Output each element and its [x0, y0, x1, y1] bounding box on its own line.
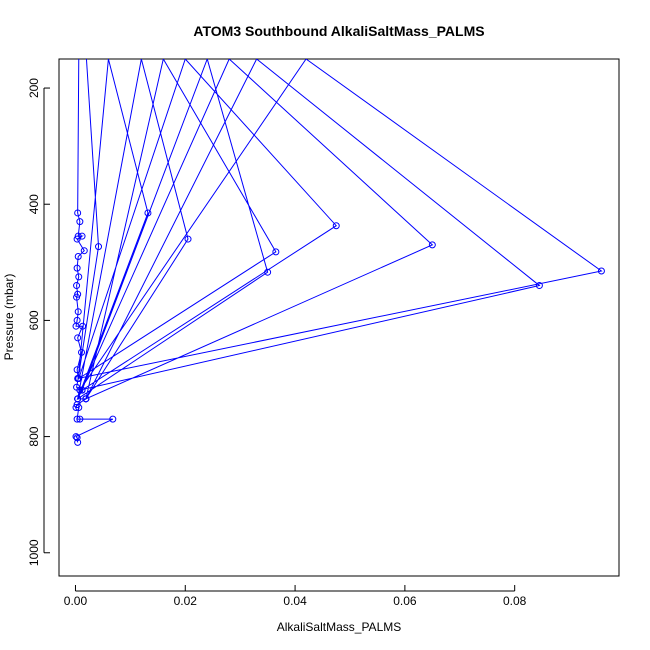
data-point	[74, 209, 82, 217]
x-axis-label: AlkaliSaltMass_PALMS	[277, 620, 402, 634]
data-point	[76, 415, 84, 423]
series-layer	[72, 59, 605, 446]
series-line-2	[76, 59, 603, 401]
plot-area	[58, 58, 620, 577]
data-point	[74, 253, 82, 261]
x-tick-label: 0.02	[174, 594, 198, 608]
chart-title: ATOM3 Southbound AlkaliSaltMass_PALMS	[193, 23, 484, 39]
x-tick-label: 0.00	[64, 594, 88, 608]
data-point	[73, 366, 81, 374]
data-point	[73, 235, 81, 243]
data-point	[74, 395, 82, 403]
data-point	[80, 247, 88, 255]
data-point	[82, 395, 90, 403]
data-point	[74, 374, 82, 382]
data-point	[74, 308, 82, 316]
y-axis: 200 400 600 800 1000	[27, 78, 50, 566]
data-point	[184, 235, 192, 243]
x-tick-label: 0.04	[283, 594, 307, 608]
y-axis-label: Pressure (mbar)	[2, 274, 16, 361]
data-point	[73, 293, 81, 301]
data-point	[72, 404, 80, 412]
x-tick-label: 0.06	[393, 594, 417, 608]
data-point	[95, 243, 103, 251]
x-tick-label: 0.08	[503, 594, 527, 608]
data-point	[75, 404, 83, 412]
data-point	[332, 222, 340, 230]
data-point	[73, 282, 81, 290]
data-point	[428, 241, 436, 249]
data-point	[73, 264, 81, 272]
y-tick-label: 600	[27, 310, 41, 330]
data-point	[597, 267, 605, 275]
data-point	[75, 273, 83, 281]
x-axis: 0.00 0.02 0.04 0.06 0.08	[64, 585, 527, 608]
data-point	[535, 282, 543, 290]
data-point	[73, 434, 81, 442]
data-point	[73, 415, 81, 423]
y-tick-label: 800	[27, 426, 41, 446]
data-point	[109, 415, 117, 423]
y-tick-label: 200	[27, 78, 41, 98]
data-point	[76, 386, 84, 394]
data-point	[144, 209, 152, 217]
data-point	[72, 322, 80, 330]
data-point	[264, 268, 272, 276]
y-tick-label: 400	[27, 194, 41, 214]
y-tick-label: 1000	[27, 539, 41, 566]
data-point	[78, 386, 86, 394]
series-line-1	[75, 59, 114, 443]
data-point	[74, 334, 82, 342]
data-point	[74, 438, 82, 446]
data-point	[76, 218, 84, 226]
data-point	[272, 248, 280, 256]
